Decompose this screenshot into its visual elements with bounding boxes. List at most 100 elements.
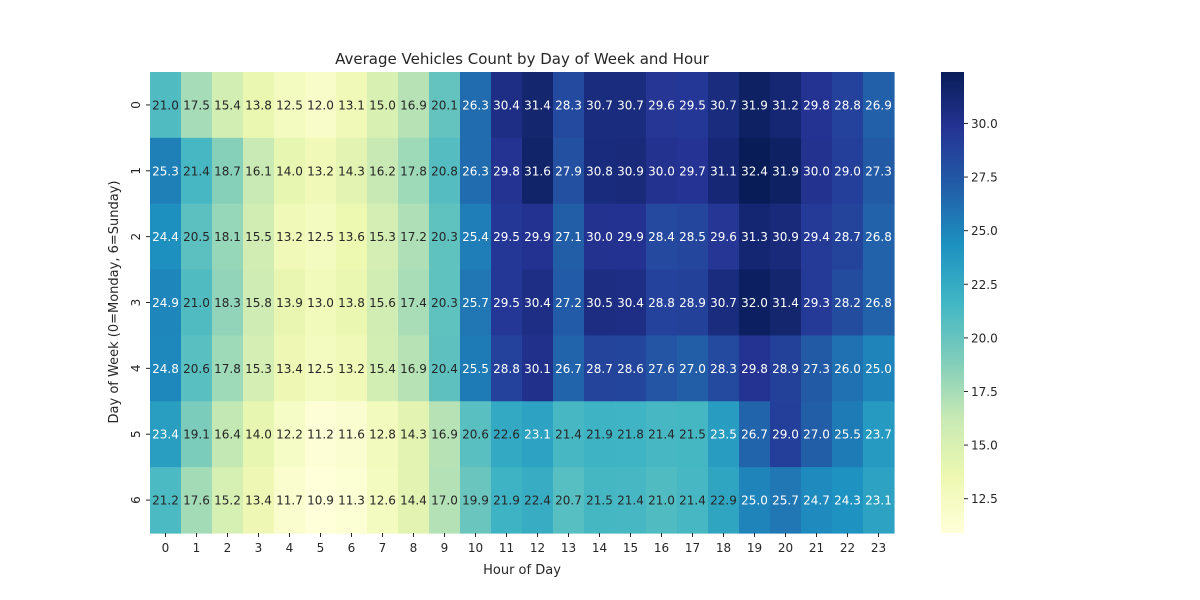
- x-tick-label: 22: [840, 541, 855, 555]
- x-tick-label: 23: [871, 541, 886, 555]
- x-tick-label: 11: [499, 541, 514, 555]
- x-axis-label: Hour of Day: [483, 563, 561, 578]
- heatmap-cell: [646, 269, 678, 337]
- y-tick-label: 5: [129, 430, 143, 438]
- cell-value-label: 26.0: [834, 362, 861, 376]
- y-tick-label: 0: [129, 101, 143, 109]
- cell-value-label: 30.4: [493, 98, 520, 112]
- cell-value-label: 27.6: [648, 362, 675, 376]
- x-axis-ticks: 0 1 2 3 4 5 6 7 8 9 10 11 12 13 14 15 16 17 18 19 20 21 22 23: [162, 533, 886, 555]
- cell-value-label: 25.5: [834, 428, 861, 442]
- cell-value-label: 28.8: [493, 362, 520, 376]
- heatmap-cell: [801, 137, 833, 205]
- heatmap-cell: [181, 137, 213, 205]
- heatmap-cell: [677, 137, 709, 205]
- cell-value-label: 20.5: [183, 230, 210, 244]
- heatmap-cell: [615, 137, 647, 205]
- heatmap-cell: [460, 72, 492, 139]
- heatmap-cell: [491, 467, 523, 534]
- cell-value-label: 31.4: [524, 98, 551, 112]
- cell-value-label: 28.4: [648, 230, 675, 244]
- cell-value-label: 27.3: [803, 362, 830, 376]
- cell-value-label: 28.8: [834, 98, 861, 112]
- cell-value-label: 15.4: [214, 98, 241, 112]
- heatmap-cell: [305, 467, 337, 534]
- cell-value-label: 13.8: [338, 296, 365, 310]
- heatmap-cell: [491, 401, 523, 468]
- cell-value-label: 21.0: [648, 494, 675, 508]
- heatmap-cell: [305, 401, 337, 468]
- cell-value-label: 32.4: [741, 164, 768, 178]
- heatmap-cell: [708, 137, 740, 205]
- cell-value-label: 20.6: [462, 428, 489, 442]
- heatmap-cell: [429, 401, 461, 468]
- cell-value-label: 12.6: [369, 494, 396, 508]
- heatmap-cell: [336, 401, 368, 468]
- heatmap-cell: [739, 467, 771, 534]
- cell-value-label: 29.6: [710, 230, 737, 244]
- cell-value-label: 20.3: [431, 296, 458, 310]
- cell-value-label: 17.8: [214, 362, 241, 376]
- heatmap-cells: [150, 72, 895, 534]
- y-tick-label: 1: [129, 167, 143, 175]
- heatmap-cell: [243, 203, 275, 271]
- colorbar-tick-label: 12.5: [971, 492, 998, 506]
- cell-value-label: 17.5: [183, 98, 210, 112]
- heatmap-cell: [584, 203, 616, 271]
- heatmap-cell: [181, 401, 213, 468]
- heatmap-cell: [770, 203, 802, 271]
- heatmap-cell: [801, 269, 833, 337]
- cell-value-label: 13.6: [338, 230, 365, 244]
- heatmap-cell: [553, 467, 585, 534]
- heatmap-cell: [367, 72, 399, 139]
- heatmap-cell: [708, 467, 740, 534]
- cell-value-label: 14.3: [400, 428, 427, 442]
- cell-value-label: 24.9: [152, 296, 179, 310]
- heatmap-cell: [522, 401, 554, 468]
- heatmap-cell: [832, 269, 864, 337]
- heatmap-cell: [739, 137, 771, 205]
- heatmap-cell: [491, 72, 523, 139]
- heatmap-cell: [460, 401, 492, 468]
- cell-value-label: 29.5: [493, 296, 520, 310]
- heatmap-cell: [584, 335, 616, 402]
- heatmap-cell: [832, 137, 864, 205]
- cell-value-label: 16.2: [369, 164, 396, 178]
- cell-value-label: 27.1: [555, 230, 582, 244]
- heatmap-cell: [150, 203, 182, 271]
- heatmap-cell: [739, 269, 771, 337]
- heatmap-cell: [150, 335, 182, 402]
- cell-value-label: 26.3: [462, 98, 489, 112]
- heatmap-cell: [429, 335, 461, 402]
- heatmap-cell: [212, 401, 244, 468]
- x-tick-label: 1: [193, 541, 201, 555]
- heatmap-cell: [832, 72, 864, 139]
- heatmap-cell: [336, 72, 368, 139]
- cell-value-label: 18.1: [214, 230, 241, 244]
- cell-value-label: 21.8: [617, 428, 644, 442]
- heatmap-cell: [522, 72, 554, 139]
- cell-value-label: 20.7: [555, 494, 582, 508]
- heatmap-cell: [181, 203, 213, 271]
- heatmap-cell: [584, 72, 616, 139]
- heatmap-cell: [832, 335, 864, 402]
- cell-value-label: 23.5: [710, 428, 737, 442]
- cell-value-label: 15.3: [369, 230, 396, 244]
- cell-value-label: 16.1: [245, 164, 272, 178]
- cell-value-label: 28.9: [679, 296, 706, 310]
- cell-value-label: 19.1: [183, 428, 210, 442]
- x-tick-label: 4: [286, 541, 294, 555]
- heatmap-cell: [336, 203, 368, 271]
- heatmap-cell: [212, 203, 244, 271]
- heatmap-cell: [708, 335, 740, 402]
- colorbar-tick-label: 17.5: [971, 385, 998, 399]
- cell-value-label: 17.2: [400, 230, 427, 244]
- cell-value-label: 29.0: [772, 428, 799, 442]
- heatmap-cell: [677, 401, 709, 468]
- y-tick-label: 3: [129, 299, 143, 307]
- heatmap-cell: [336, 335, 368, 402]
- heatmap-cell: [243, 72, 275, 139]
- x-tick-label: 6: [348, 541, 356, 555]
- cell-value-label: 29.5: [679, 98, 706, 112]
